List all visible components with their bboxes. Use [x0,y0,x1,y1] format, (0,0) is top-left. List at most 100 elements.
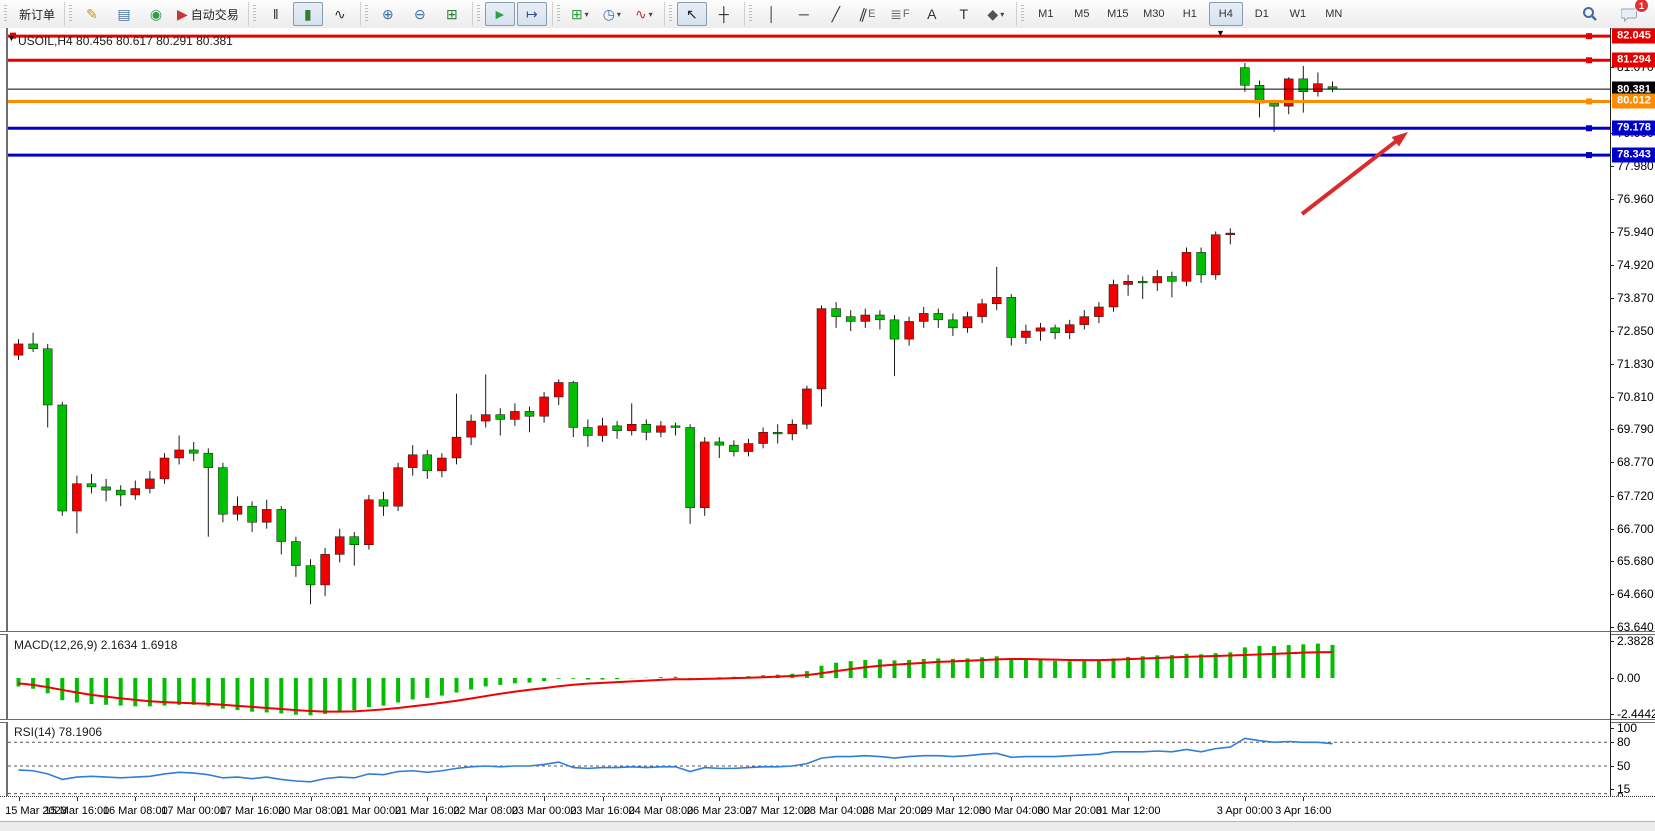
time-label: 28 Mar 04:00 [803,805,869,817]
time-axis[interactable]: 15 Mar 2023 15 Mar 16:00 16 Mar 08:00 17 Ma… [0,796,1655,822]
time-tick [368,797,370,801]
autotrading-button[interactable]: ▶ 自动交易 [173,2,243,26]
annotation-arrow-head[interactable] [1391,132,1408,147]
line-handle[interactable] [1586,57,1592,64]
equidistant-channel-icon[interactable]: ∥ E [853,2,883,26]
price-tick-label: 72.850 [1617,324,1654,339]
candle [393,467,403,507]
candlestick-chart-icon[interactable]: ▮ [292,2,323,26]
market-watch-icon[interactable]: ▤ [109,2,139,26]
indicator-tick-label: 2.3828 [1617,634,1654,648]
line-handle[interactable] [1586,125,1592,132]
candle [699,441,710,509]
price-tick-label: 64.660 [1617,587,1654,602]
cursor-icon[interactable]: ↖ [676,2,707,26]
horizontal-line-icon[interactable]: ─ [789,2,819,26]
bar-chart-icon[interactable]: ‖ [261,2,291,26]
new-chart-icon[interactable]: ⊞ ▾ [565,2,595,26]
time-label: 21 Mar 16:00 [394,805,460,817]
line-handle[interactable] [10,32,16,39]
price-tick [1610,166,1614,168]
timeframe-button-mn[interactable]: MN [1325,8,1343,20]
candle [1006,297,1017,338]
time-label: 23 Mar 00:00 [511,805,577,817]
trendline-icon[interactable]: ╱ [821,2,851,26]
draw-group: │ ─ ╱ ∥ E ≣ F A T ◆ ▾ [743,2,1016,26]
price-tick [1610,495,1614,497]
timeframe-button-h1[interactable]: H1 [1182,8,1197,20]
timeframe-button-m15[interactable]: M15 [1107,8,1129,20]
price-tick [1610,231,1614,233]
timeframe-button-m30[interactable]: M30 [1143,8,1165,20]
notification-badge: 1 [1634,0,1649,13]
zoom-in-icon[interactable]: ⊕ [373,2,403,26]
timeframe-button-w1[interactable]: W1 [1289,8,1307,20]
price-tick [1610,429,1614,431]
candle [918,313,929,322]
timeframe-button-m5[interactable]: M5 [1074,8,1090,20]
timeframe-button-d1[interactable]: D1 [1254,8,1269,20]
time-label: 3 Apr 00:00 [1216,805,1274,817]
indicators-icon[interactable]: ∿ ▾ [629,2,659,26]
timeframe-button-h4[interactable]: H4 [1208,2,1243,26]
search-button[interactable] [1575,2,1605,26]
price-line-badge: 80.012 [1612,93,1655,109]
candle [553,382,564,398]
trendline-icon: ╱ [831,6,841,22]
zoom-out-icon[interactable]: ⊖ [405,2,435,26]
candle [422,454,433,472]
candle [743,443,754,452]
timeframe-button-m1[interactable]: M1 [1038,8,1054,20]
window-left-edge [0,28,8,831]
candle [977,303,987,317]
fibonacci-icon[interactable]: ≣ F [885,2,915,26]
text-label-icon[interactable]: T [949,2,979,26]
annotation-arrow[interactable] [1300,136,1402,216]
cursor-group: ↖ ┼ [663,2,744,26]
candle [1035,327,1046,332]
candle [130,488,141,496]
new-order-button[interactable]: 新订单 [12,2,59,26]
zoom-out-icon: ⊖ [413,6,426,22]
tile-windows-icon[interactable]: ⊞ [437,2,467,26]
candle [305,565,316,586]
line-handle[interactable] [1586,98,1592,105]
new-order-button-label: 新订单 [19,7,56,22]
line-handle[interactable] [1586,33,1592,40]
crosshair-icon[interactable]: ┼ [709,2,739,26]
highlighter-icon[interactable]: ✎ [77,2,107,26]
chart-shift-icon[interactable]: ↦ [516,2,547,26]
candle [495,414,506,420]
auto-scroll-icon[interactable]: ► [484,2,515,26]
time-label: 27 Mar 12:00 [745,805,811,817]
crosshair-icon: ┼ [718,6,729,22]
highlighter-icon: ✎ [86,6,98,22]
shapes-icon[interactable]: ◆ ▾ [981,2,1011,26]
time-label: 26 Mar 23:00 [686,805,752,817]
line-handle[interactable] [1586,152,1592,159]
time-tick [952,797,954,801]
signals-icon[interactable]: ◉ [141,2,171,26]
candle [962,316,973,329]
time-label: 31 Mar 12:00 [1095,805,1161,817]
candle [787,424,798,435]
candle [904,321,914,340]
candle [845,316,856,322]
line-chart-icon[interactable]: ∿ [325,2,355,26]
candle [568,382,579,428]
text-icon[interactable]: A [917,2,947,26]
time-tick [427,797,429,801]
candle [670,425,681,428]
current-bar-marker-icon: ▼ [1216,28,1225,38]
candle [991,297,1002,305]
vertical-line-icon[interactable]: │ [757,2,787,26]
window-group: ⊞ ▾ ◷ ▾ ∿ ▾ [551,2,664,26]
chevron-down-icon: ▾ [616,9,621,19]
periods-icon[interactable]: ◷ ▾ [597,2,627,26]
price-tick-label: 75.940 [1617,224,1654,239]
notifications-button[interactable]: 1 [1614,0,1649,26]
time-tick [1128,797,1130,801]
price-line-badge: 79.178 [1612,120,1655,136]
candle [203,452,214,468]
